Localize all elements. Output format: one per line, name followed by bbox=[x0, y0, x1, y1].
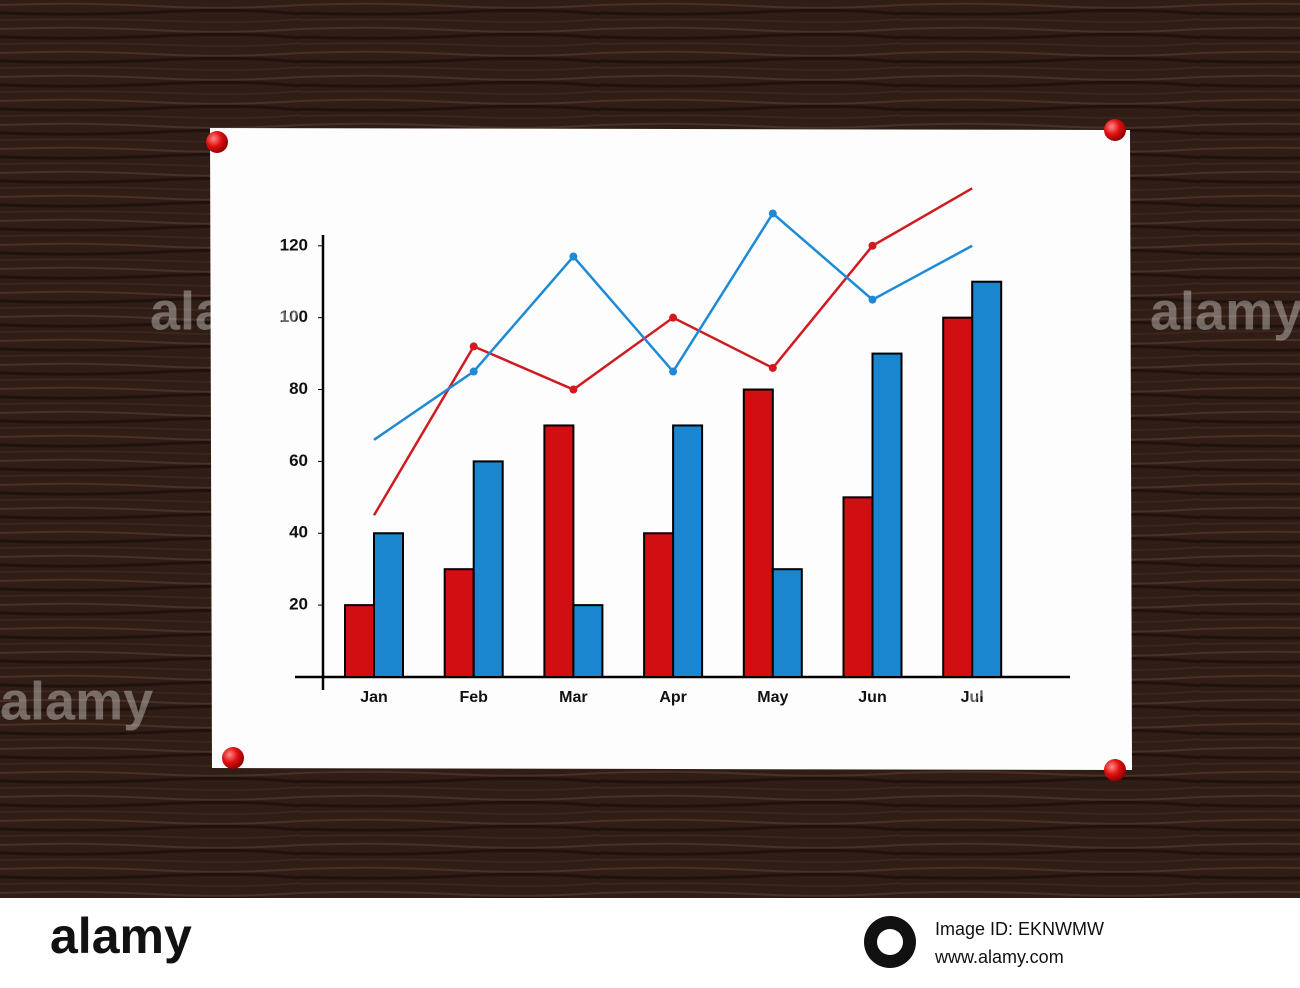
line-marker bbox=[768, 363, 777, 372]
x-tick-label: Feb bbox=[459, 689, 488, 706]
footer-brand: alamy bbox=[50, 908, 192, 964]
y-tick-label: 100 bbox=[280, 307, 308, 326]
x-tick-label: Jan bbox=[360, 689, 388, 706]
push-pin bbox=[222, 747, 244, 769]
y-tick-label: 40 bbox=[289, 523, 308, 542]
footer-logo bbox=[877, 929, 903, 955]
bar bbox=[344, 604, 375, 678]
footer-image-id: Image ID: EKNWMW bbox=[935, 919, 1104, 939]
line-marker bbox=[469, 342, 478, 351]
footer-band bbox=[0, 898, 1300, 988]
bar bbox=[572, 604, 604, 678]
bar bbox=[842, 496, 874, 678]
y-tick-label: 60 bbox=[289, 451, 308, 470]
y-tick-label: 80 bbox=[289, 379, 308, 398]
watermark-text: alamy bbox=[890, 671, 1043, 731]
line-marker bbox=[768, 209, 777, 218]
bar bbox=[543, 424, 575, 678]
bar bbox=[971, 280, 1003, 678]
x-tick-label: Jun bbox=[858, 689, 886, 706]
plot-area: 20 40 60 80 100 120 Jan Feb Mar Apr May Jun Jul bbox=[280, 187, 1070, 706]
bar bbox=[472, 460, 504, 679]
bar bbox=[672, 424, 704, 678]
bar bbox=[643, 532, 675, 679]
x-tick-label: Mar bbox=[559, 689, 587, 706]
line-marker bbox=[868, 295, 877, 304]
push-pin bbox=[206, 131, 228, 153]
bar bbox=[373, 532, 404, 679]
push-pin bbox=[1104, 759, 1126, 781]
x-tick-label: May bbox=[757, 689, 788, 706]
x-tick-label: Apr bbox=[659, 689, 687, 706]
line-marker bbox=[569, 385, 578, 394]
watermark-text: alamy bbox=[0, 671, 153, 731]
line-marker bbox=[469, 367, 478, 376]
push-pin bbox=[1104, 119, 1126, 141]
line-marker bbox=[868, 241, 877, 250]
line-marker bbox=[569, 252, 578, 261]
bar bbox=[443, 568, 475, 679]
y-tick-label: 120 bbox=[280, 235, 308, 254]
line-marker bbox=[669, 367, 678, 376]
bar bbox=[742, 388, 774, 678]
bar bbox=[942, 316, 974, 678]
y-tick-label: 20 bbox=[289, 595, 308, 614]
bar bbox=[871, 352, 903, 678]
watermark-text: alamy bbox=[1150, 281, 1300, 341]
x-tick-label: Jul bbox=[961, 689, 984, 706]
footer-url: www.alamy.com bbox=[934, 947, 1064, 967]
bar bbox=[771, 568, 803, 679]
watermark: alamy alamy alamy alamy bbox=[0, 281, 1300, 731]
line-marker bbox=[669, 313, 678, 322]
watermark-text: alamy bbox=[150, 281, 303, 341]
